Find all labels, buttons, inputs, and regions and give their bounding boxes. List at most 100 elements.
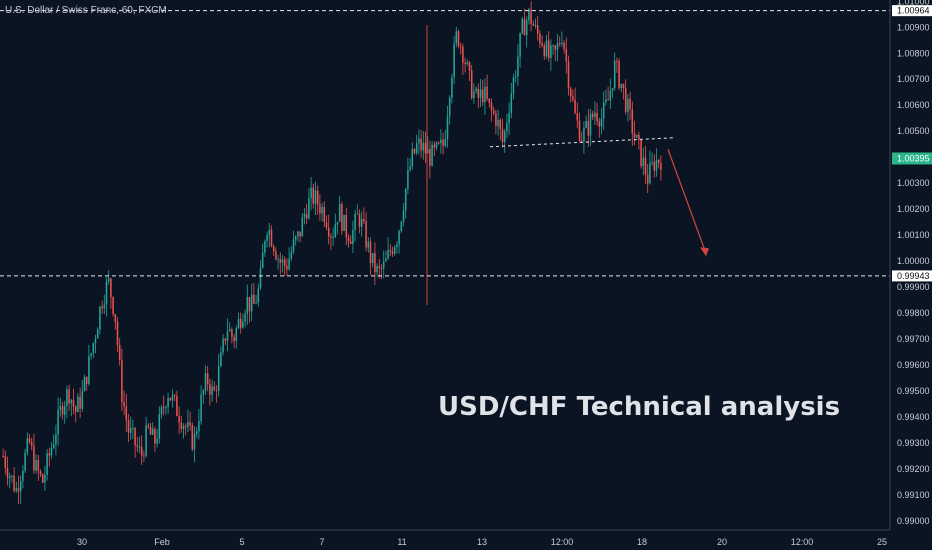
candle-down (231, 329, 233, 338)
candle-up (371, 253, 374, 264)
candle-up (422, 142, 425, 151)
candle-up (510, 93, 513, 113)
candle-up (512, 77, 515, 94)
symbol-title: U.S. Dollar / Swiss Franc, 60, FXCM (5, 5, 167, 16)
price-tick-label: 0.99300 (897, 438, 930, 448)
candle-down (134, 428, 136, 446)
candle-down (330, 236, 332, 238)
candle-down (178, 415, 180, 423)
candle-up (301, 217, 304, 237)
candle-down (629, 98, 631, 110)
candle-up (151, 428, 154, 435)
candle-down (272, 246, 275, 252)
price-tick-label: 0.99700 (897, 334, 930, 344)
candle-up (444, 139, 447, 146)
candle-up (165, 407, 167, 409)
candle-up (594, 112, 596, 118)
candle-up (497, 119, 499, 126)
candle-down (79, 396, 81, 409)
neckline-trendline (489, 137, 676, 148)
candle-down (110, 278, 112, 298)
current-price-label: 1.00395 (897, 153, 930, 163)
candle-up (255, 302, 257, 304)
candle-down (279, 259, 282, 263)
price-tick-label: 0.99400 (897, 412, 930, 422)
candle-down (2, 455, 4, 457)
candle-down (576, 113, 579, 121)
candle-up (466, 62, 469, 64)
candle-down (127, 420, 130, 433)
candle-down (37, 460, 40, 472)
candle-up (561, 42, 563, 44)
candle-up (83, 376, 86, 392)
candle-down (459, 46, 462, 48)
candle-up (242, 321, 244, 328)
price-tick-label: 0.99000 (897, 516, 930, 526)
candle-down (470, 70, 473, 99)
candle-down (253, 294, 255, 304)
candle-up (605, 99, 607, 103)
candle-up (259, 268, 262, 289)
candle-down (33, 445, 35, 471)
candle-down (442, 139, 444, 146)
candle-up (220, 352, 222, 367)
candle-up (66, 389, 68, 406)
time-tick-label: 18 (637, 537, 647, 547)
candle-down (72, 400, 75, 407)
candle-down (501, 128, 504, 142)
candle-up (396, 244, 398, 248)
candle-down (646, 174, 649, 184)
candle-up (266, 234, 268, 242)
candle-up (402, 210, 405, 222)
candle-up (585, 121, 587, 128)
candle-up (268, 229, 271, 235)
candle-down (391, 251, 394, 254)
candle-up (228, 329, 231, 332)
candle-down (286, 266, 288, 270)
chart-headline: USD/CHF Technical analysis (438, 392, 840, 422)
candle-up (534, 25, 537, 27)
price-tick-label: 0.99800 (897, 308, 930, 318)
candle-up (589, 113, 592, 136)
candle-up (411, 149, 414, 167)
candle-up (217, 366, 220, 391)
candle-up (336, 221, 339, 225)
candle-down (6, 468, 9, 478)
candle-down (169, 397, 172, 401)
price-axis[interactable]: 1.01000 1.00900 1.00800 1.00700 1.00600 1.005… (897, 0, 930, 526)
projection-arrow (667, 149, 707, 254)
candle-down (565, 49, 568, 62)
candle-down (596, 112, 598, 122)
candle-up (385, 258, 387, 262)
candle-down (316, 190, 319, 205)
candle-up (514, 76, 517, 78)
candle-up (583, 127, 585, 142)
candle-up (52, 444, 55, 448)
candle-up (332, 236, 334, 238)
candle-up (211, 386, 213, 395)
candle-up (525, 20, 528, 36)
candle-down (495, 113, 497, 126)
candle-up (635, 134, 638, 138)
candle-up (195, 431, 198, 434)
candle-down (457, 31, 460, 47)
candle-down (189, 422, 191, 426)
candle-up (508, 112, 510, 124)
candle-down (248, 297, 251, 312)
candle-up (8, 476, 11, 478)
price-tick-label: 0.99900 (897, 282, 930, 292)
time-axis[interactable]: 30 Feb 5 7 11 13 12:00 18 20 12:00 25 (77, 537, 887, 547)
candle-up (503, 131, 506, 142)
candle-up (451, 77, 453, 98)
candle-up (77, 396, 79, 412)
candle-down (299, 231, 301, 237)
candle-down (587, 121, 590, 136)
candle-down (283, 259, 286, 267)
candle-down (492, 110, 495, 114)
candle-up (475, 88, 477, 92)
candle-down (213, 386, 216, 391)
candle-up (22, 470, 24, 482)
candle-down (147, 425, 150, 427)
